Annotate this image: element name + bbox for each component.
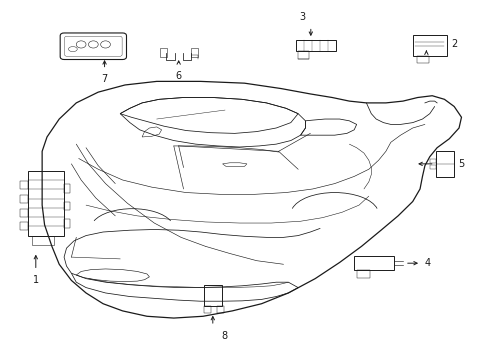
Text: 3: 3: [298, 12, 305, 22]
Text: 2: 2: [451, 40, 457, 49]
Bar: [353, 256, 393, 270]
Bar: [295, 40, 335, 51]
Bar: [160, 48, 166, 57]
Bar: [20, 181, 27, 189]
Text: 1: 1: [33, 275, 39, 285]
Bar: [27, 171, 64, 235]
Bar: [190, 48, 197, 57]
Bar: [20, 195, 27, 203]
Bar: [429, 159, 435, 163]
Bar: [64, 202, 70, 211]
Bar: [216, 306, 224, 313]
Bar: [20, 209, 27, 217]
Bar: [435, 151, 453, 177]
Bar: [203, 285, 222, 306]
Text: 6: 6: [175, 71, 182, 81]
Bar: [20, 222, 27, 230]
Bar: [32, 235, 54, 244]
Bar: [64, 220, 70, 228]
Bar: [416, 56, 428, 63]
Text: 8: 8: [221, 330, 227, 341]
Bar: [203, 306, 211, 313]
Bar: [64, 184, 70, 193]
Bar: [429, 165, 435, 168]
Bar: [298, 51, 308, 59]
Bar: [356, 270, 369, 278]
Bar: [412, 35, 446, 56]
Text: 4: 4: [424, 258, 429, 268]
Text: 5: 5: [457, 159, 464, 169]
Text: 7: 7: [101, 74, 107, 84]
